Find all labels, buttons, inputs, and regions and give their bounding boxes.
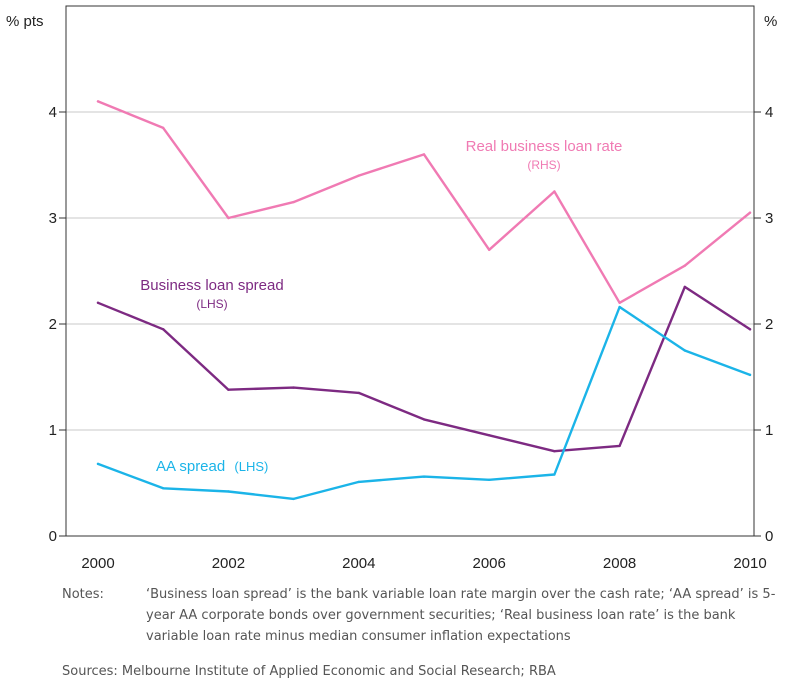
data-point-business-2002 [227,388,230,391]
x-tick-label-2008: 2008 [603,555,636,572]
left-tick-label-1: 1 [49,422,57,439]
data-point-business-2003 [292,386,295,389]
left-tick-label-3: 3 [49,210,57,227]
right-tick-label-2: 2 [765,316,773,333]
data-point-aa-2008 [618,305,621,309]
data-point-business-2004 [357,391,360,395]
data-point-business-2006 [488,434,491,437]
data-point-real-2010 [748,211,752,214]
data-point-aa-2007 [553,473,556,476]
real-series-axis-note: (RHS) [527,158,560,172]
data-point-real-2007 [553,190,556,193]
series-line-real [96,100,752,304]
data-point-real-2001 [162,126,165,130]
right-tick-label-1: 1 [765,422,773,439]
data-point-business-2000 [96,301,100,304]
aa-series-axis-note: (LHS) [234,459,268,474]
right-tick-label-0: 0 [765,528,773,545]
gridlines [66,111,754,431]
left-tick-label-0: 0 [49,528,57,545]
data-point-aa-2004 [357,480,360,484]
data-point-real-2003 [292,200,295,204]
chart-sources: Sources: Melbourne Institute of Applied … [62,664,556,679]
aa-series-label: AA spread (LHS) [156,458,268,475]
data-point-real-2006 [488,248,491,251]
axis-ticks: 0 0 1 1 2 2 3 3 4 4 2000 2002 2004 2006 2008 2010 [49,104,774,572]
data-point-business-2008 [618,444,621,448]
aa-series-label-main: AA spread [156,458,225,475]
business-series-axis-note: (LHS) [196,297,227,311]
left-tick-label-4: 4 [49,104,57,121]
real-series-label: Real business loan rate [466,138,623,155]
x-tick-label-2000: 2000 [81,555,114,572]
series-lines [96,100,752,501]
data-point-business-2007 [553,450,556,453]
data-point-business-2001 [162,328,165,331]
data-point-real-2008 [618,301,621,304]
notes-text: ‘Business loan spread’ is the bank varia… [146,587,776,644]
x-tick-label-2006: 2006 [473,555,506,572]
data-point-business-2010 [748,328,752,331]
data-point-aa-2010 [748,373,752,377]
data-point-real-2005 [422,153,426,156]
x-tick-label-2004: 2004 [342,555,375,572]
data-point-aa-2003 [292,497,295,501]
left-axis-label: % pts [6,13,44,30]
data-point-aa-2001 [162,487,165,490]
chart-notes: Notes: ‘Business loan spread’ is the ban… [62,584,792,647]
data-point-aa-2002 [227,490,230,493]
plot-frame [65,5,755,537]
data-point-aa-2009 [683,349,686,352]
data-point-business-2005 [422,418,426,421]
data-point-aa-2000 [96,462,100,466]
business-series-label: Business loan spread [140,277,283,294]
data-point-business-2009 [683,285,686,289]
right-tick-label-3: 3 [765,210,773,227]
x-tick-label-2002: 2002 [212,555,245,572]
notes-label: Notes: [62,587,104,602]
left-tick-label-2: 2 [49,316,57,333]
data-point-real-2004 [357,174,360,177]
data-point-real-2002 [227,216,230,220]
right-axis-label: % [764,13,777,30]
right-tick-label-4: 4 [765,104,773,121]
data-point-aa-2006 [488,478,491,482]
data-point-real-2000 [96,100,100,103]
x-tick-label-2010: 2010 [733,555,766,572]
line-chart: 0 0 1 1 2 2 3 3 4 4 2000 2002 2004 2006 2008 2010 % pts… [6,5,777,572]
data-point-aa-2005 [422,475,426,478]
series-line-business [96,285,752,453]
data-point-real-2009 [683,264,686,267]
